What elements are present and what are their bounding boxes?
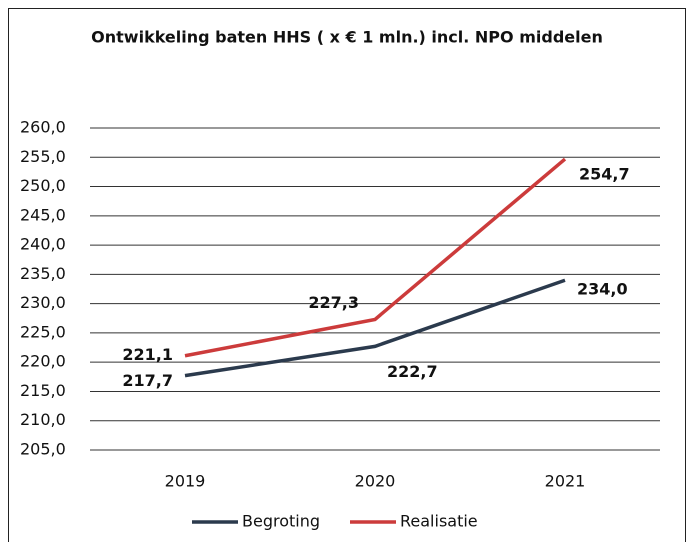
frame — [8, 8, 686, 542]
legend-label: Realisatie — [400, 512, 478, 531]
data-label: 234,0 — [577, 280, 628, 299]
y-tick-label: 235,0 — [20, 264, 66, 283]
y-tick-label: 215,0 — [20, 381, 66, 400]
data-label: 222,7 — [387, 362, 438, 381]
x-tick-label: 2019 — [165, 472, 206, 491]
x-tick-label: 2021 — [545, 472, 586, 491]
chart-title: Ontwikkeling baten HHS ( x € 1 mln.) inc… — [91, 28, 603, 47]
data-label: 254,7 — [579, 165, 630, 184]
data-label: 217,7 — [122, 371, 173, 390]
y-tick-label: 210,0 — [20, 410, 66, 429]
y-tick-label: 255,0 — [20, 147, 66, 166]
y-tick-label: 245,0 — [20, 205, 66, 224]
legend-label: Begroting — [242, 512, 320, 531]
y-tick-label: 240,0 — [20, 235, 66, 254]
line-series — [184, 157, 567, 358]
y-tick-label: 225,0 — [20, 322, 66, 341]
data-label: 221,1 — [122, 345, 173, 364]
y-tick-label: 220,0 — [20, 352, 66, 371]
y-tick-label: 230,0 — [20, 293, 66, 312]
y-tick-label: 250,0 — [20, 176, 66, 195]
data-label: 227,3 — [308, 293, 359, 312]
y-tick-label: 260,0 — [20, 118, 66, 137]
line-series — [184, 278, 566, 378]
x-tick-label: 2020 — [355, 472, 396, 491]
y-tick-label: 205,0 — [20, 440, 66, 459]
